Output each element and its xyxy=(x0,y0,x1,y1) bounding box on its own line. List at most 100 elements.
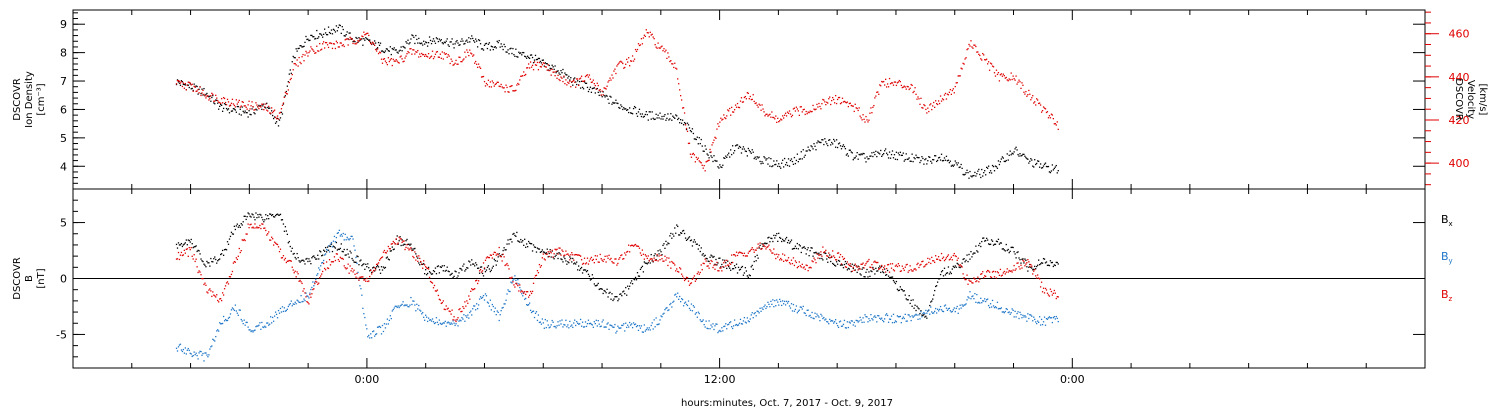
data-point xyxy=(728,152,730,154)
data-point xyxy=(220,103,222,106)
data-point xyxy=(998,163,1001,166)
data-point xyxy=(589,258,592,260)
data-point xyxy=(1048,316,1051,318)
data-point xyxy=(1026,320,1028,322)
data-point xyxy=(469,41,471,43)
data-point xyxy=(242,322,244,325)
data-point xyxy=(459,267,461,270)
data-point xyxy=(952,309,954,311)
data-point xyxy=(709,151,711,154)
data-point xyxy=(532,244,535,246)
data-point xyxy=(382,330,385,333)
data-point xyxy=(788,262,791,264)
data-point xyxy=(887,275,890,277)
data-point xyxy=(1050,170,1053,172)
data-point xyxy=(288,73,290,75)
data-point xyxy=(682,107,685,109)
data-point xyxy=(478,272,481,274)
data-point xyxy=(908,294,910,297)
data-point xyxy=(1055,164,1057,167)
data-point xyxy=(408,52,410,54)
data-point xyxy=(869,155,871,157)
data-point xyxy=(1036,98,1038,100)
data-point xyxy=(666,117,668,120)
data-point xyxy=(691,278,694,280)
data-point xyxy=(191,83,193,85)
data-point xyxy=(200,350,202,353)
data-point xyxy=(484,43,487,45)
data-point xyxy=(1052,316,1055,319)
data-point xyxy=(812,148,814,150)
data-point xyxy=(579,255,582,257)
data-point xyxy=(515,279,517,282)
data-point xyxy=(860,117,862,119)
data-point xyxy=(873,316,875,318)
data-point xyxy=(237,226,239,228)
data-point xyxy=(503,247,505,249)
data-point xyxy=(845,262,848,265)
data-point xyxy=(368,267,370,269)
data-point xyxy=(327,249,330,251)
data-point xyxy=(406,304,408,306)
data-point xyxy=(729,267,731,269)
data-point xyxy=(502,253,504,255)
data-point xyxy=(511,52,513,55)
data-point xyxy=(731,254,733,256)
legend-entry-y: By xyxy=(1441,250,1453,265)
data-point xyxy=(260,328,262,330)
data-point xyxy=(308,39,310,42)
data-point xyxy=(953,92,955,94)
data-point xyxy=(298,47,300,50)
data-point xyxy=(867,158,869,160)
data-point xyxy=(907,271,909,273)
data-point xyxy=(570,254,572,256)
data-point xyxy=(307,301,309,304)
data-point xyxy=(691,128,694,130)
data-point xyxy=(358,264,360,266)
data-point xyxy=(392,308,394,311)
data-point xyxy=(620,254,622,257)
data-point xyxy=(199,350,201,352)
data-point xyxy=(390,58,392,60)
data-point xyxy=(696,158,698,161)
data-point xyxy=(180,80,183,83)
data-point xyxy=(470,264,472,266)
data-point xyxy=(379,272,382,274)
data-point xyxy=(957,312,959,314)
data-point xyxy=(190,84,192,86)
data-point xyxy=(359,285,361,287)
data-point xyxy=(759,307,761,309)
data-point xyxy=(944,92,947,95)
data-point xyxy=(485,257,488,259)
data-point xyxy=(246,216,248,218)
data-point xyxy=(195,90,197,93)
data-point xyxy=(695,312,697,314)
data-point xyxy=(891,150,894,152)
data-point xyxy=(561,319,563,321)
data-point xyxy=(404,47,406,49)
data-point xyxy=(678,271,680,273)
data-point xyxy=(512,233,514,235)
data-point xyxy=(240,114,242,116)
data-point xyxy=(672,262,674,264)
data-point xyxy=(1051,164,1054,166)
data-point xyxy=(345,239,347,241)
data-point xyxy=(391,64,393,67)
data-point xyxy=(866,119,868,121)
data-point xyxy=(603,87,605,89)
data-point xyxy=(517,240,519,242)
data-point xyxy=(1041,323,1044,326)
data-point xyxy=(808,267,810,269)
left-tick-label: 7 xyxy=(60,75,67,88)
data-point xyxy=(483,267,486,269)
data-point xyxy=(982,52,984,55)
data-point xyxy=(497,254,499,256)
data-point xyxy=(735,251,738,253)
data-point xyxy=(312,288,314,291)
data-point xyxy=(193,246,195,248)
data-point xyxy=(244,215,246,217)
data-point xyxy=(884,150,886,152)
data-point xyxy=(823,99,825,101)
data-point xyxy=(416,51,418,53)
data-point xyxy=(269,323,271,325)
